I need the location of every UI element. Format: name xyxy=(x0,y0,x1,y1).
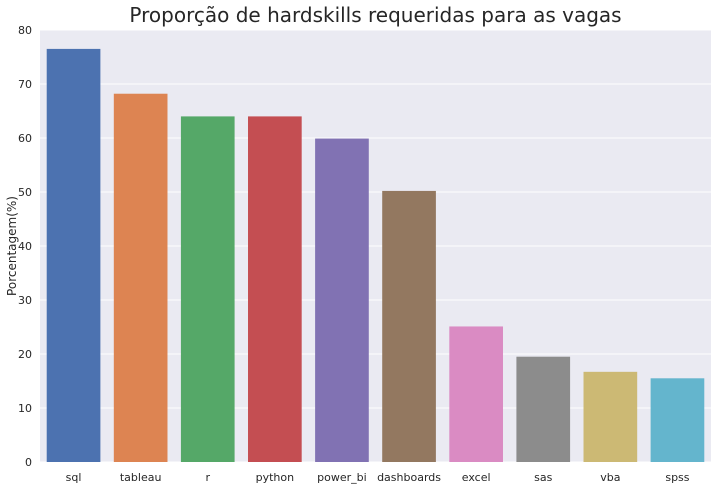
bar-excel xyxy=(449,326,503,462)
y-tick-label: 70 xyxy=(18,78,32,91)
x-tick-label: dashboards xyxy=(377,471,441,484)
y-tick-label: 0 xyxy=(25,456,32,469)
bar-sas xyxy=(516,356,571,462)
bar-dashboards xyxy=(382,190,436,463)
y-tick-labels: 0 10 20 30 40 50 60 70 80 xyxy=(18,24,32,469)
x-tick-label: excel xyxy=(462,471,491,484)
bar-sql xyxy=(46,48,101,463)
bars xyxy=(46,48,705,463)
x-tick-label: tableau xyxy=(120,471,162,484)
bar-python xyxy=(248,116,302,463)
y-tick-label: 60 xyxy=(18,132,32,145)
chart-title: Proporção de hardskills requeridas para … xyxy=(129,3,621,27)
bar-power_bi xyxy=(315,138,369,463)
y-tick-label: 20 xyxy=(18,348,32,361)
y-tick-label: 30 xyxy=(18,294,32,307)
y-tick-label: 40 xyxy=(18,240,32,253)
x-tick-label: python xyxy=(256,471,295,484)
y-tick-label: 50 xyxy=(18,186,32,199)
x-tick-label: vba xyxy=(600,471,620,484)
bar-tableau xyxy=(113,93,168,462)
bar-vba xyxy=(583,371,638,462)
bar-spss xyxy=(650,378,705,462)
x-tick-label: spss xyxy=(665,471,689,484)
y-tick-label: 80 xyxy=(18,24,32,37)
x-tick-label: r xyxy=(205,471,210,484)
x-tick-label: sql xyxy=(66,471,82,484)
y-axis-title: Porcentagem(%) xyxy=(5,196,19,296)
bar-r xyxy=(180,116,235,463)
x-tick-label: power_bi xyxy=(317,471,367,484)
y-tick-label: 10 xyxy=(18,402,32,415)
x-tick-labels: sql tableau r python power_bi dashboards excel… xyxy=(66,471,690,484)
x-tick-label: sas xyxy=(534,471,552,484)
